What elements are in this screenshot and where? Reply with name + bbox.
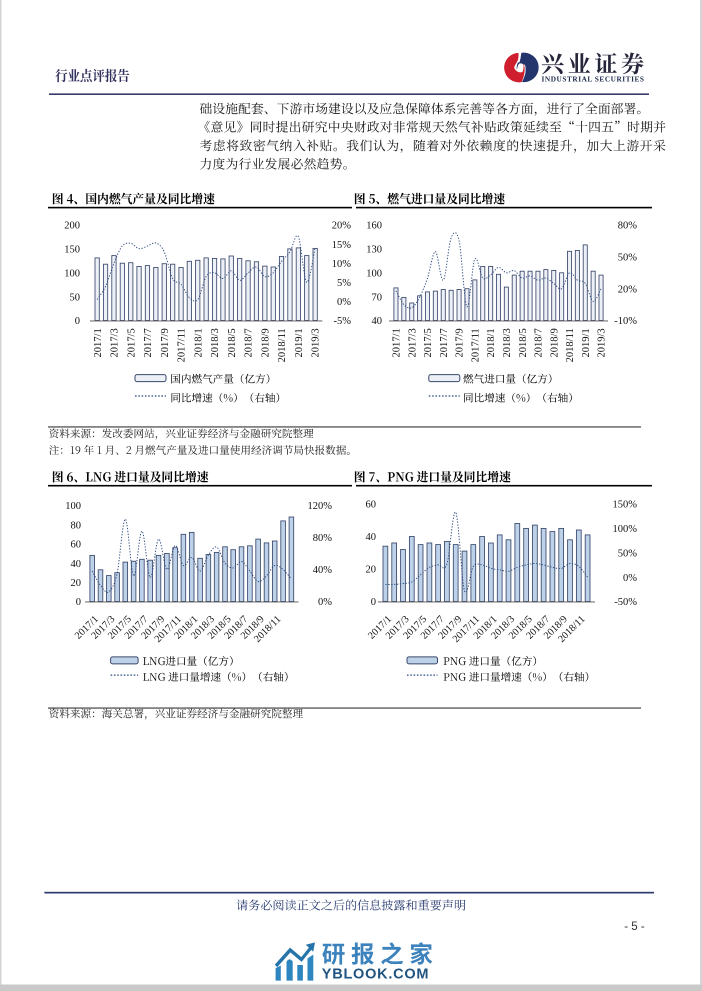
svg-text:100%: 100% [613,524,638,535]
svg-text:2017/7: 2017/7 [143,328,154,357]
svg-text:2018/5: 2018/5 [518,328,529,357]
svg-text:15%: 15% [332,240,352,251]
svg-text:0%: 0% [623,573,637,584]
svg-text:-50%: -50% [614,597,637,608]
svg-text:60: 60 [71,540,82,551]
svg-text:2019/1: 2019/1 [294,328,305,357]
svg-text:2017/9: 2017/9 [160,328,171,357]
svg-text:-10%: -10% [614,316,637,327]
svg-text:0%: 0% [318,597,332,608]
svg-text:80: 80 [71,520,82,531]
svg-text:2017/5: 2017/5 [423,328,434,357]
svg-text:20: 20 [366,565,377,576]
svg-text:130: 130 [366,245,382,256]
svg-text:2018/1: 2018/1 [486,328,497,357]
svg-text:2018/7: 2018/7 [244,328,255,357]
svg-text:5%: 5% [337,278,351,289]
svg-text:2019/3: 2019/3 [311,328,322,357]
svg-text:0%: 0% [337,297,351,308]
svg-text:2017/3: 2017/3 [407,328,418,357]
svg-text:50%: 50% [618,253,638,264]
svg-text:2018/1: 2018/1 [193,328,204,357]
svg-text:40: 40 [71,559,82,570]
svg-text:80%: 80% [618,221,638,232]
svg-text:-5%: -5% [334,316,352,327]
svg-text:40: 40 [366,532,377,543]
svg-text:2017/11: 2017/11 [177,328,188,362]
svg-text:60: 60 [366,500,377,511]
svg-text:2017/1: 2017/1 [93,328,104,357]
svg-text:2018/3: 2018/3 [210,328,221,357]
svg-text:2018/7: 2018/7 [534,328,545,357]
svg-text:YBLOOK.COM: YBLOOK.COM [322,967,429,983]
svg-text:40: 40 [372,316,383,327]
svg-text:2018/11: 2018/11 [277,328,288,362]
svg-text:120%: 120% [308,501,333,512]
svg-text:- 5 -: - 5 - [624,921,645,933]
svg-text:40%: 40% [313,565,333,576]
svg-text:2018/3: 2018/3 [502,328,513,357]
svg-text:0: 0 [76,597,81,608]
svg-text:80%: 80% [313,533,333,544]
svg-text:100: 100 [65,501,81,512]
svg-text:0: 0 [371,597,376,608]
svg-text:2019/3: 2019/3 [597,328,608,357]
svg-text:INDUSTRIAL SECURITIES: INDUSTRIAL SECURITIES [542,75,645,84]
svg-text:2018/11: 2018/11 [565,328,576,362]
svg-text:150: 150 [64,245,80,256]
svg-text:0: 0 [75,316,80,327]
svg-text:2018/9: 2018/9 [260,328,271,357]
svg-text:20: 20 [71,578,82,589]
svg-text:160: 160 [366,221,382,232]
svg-text:10%: 10% [332,259,352,270]
svg-text:200: 200 [64,221,80,232]
svg-text:2017/9: 2017/9 [455,328,466,357]
svg-text:2017/3: 2017/3 [110,328,121,357]
svg-text:20%: 20% [332,221,352,232]
svg-text:70: 70 [372,292,383,303]
svg-text:2019/1: 2019/1 [581,328,592,357]
svg-text:2017/11: 2017/11 [470,328,481,362]
svg-text:2017/1: 2017/1 [392,328,403,357]
svg-text:100: 100 [64,268,80,279]
svg-text:50%: 50% [618,549,638,560]
svg-text:2017/5: 2017/5 [126,328,137,357]
svg-text:20%: 20% [618,284,638,295]
svg-text:100: 100 [366,268,382,279]
svg-text:2017/7: 2017/7 [439,328,450,357]
svg-text:50: 50 [70,292,81,303]
svg-text:2018/5: 2018/5 [227,328,238,357]
svg-text:150%: 150% [613,500,638,511]
svg-text:2018/9: 2018/9 [549,328,560,357]
